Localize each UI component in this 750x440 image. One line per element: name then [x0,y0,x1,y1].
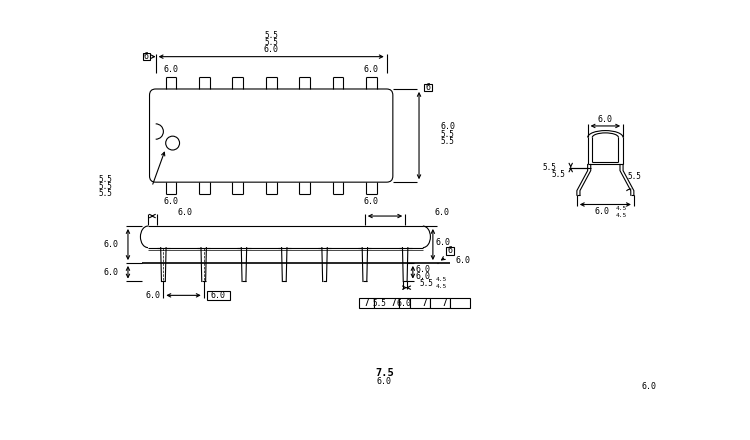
Text: 6.0: 6.0 [164,65,178,74]
Bar [446,247,454,254]
Text: 6.0: 6.0 [440,122,455,131]
Bar [424,84,432,91]
Text: 4.5: 4.5 [436,278,447,282]
Text: 6.0: 6.0 [177,209,192,217]
Bar [359,298,374,308]
Text: 6.0: 6.0 [164,197,178,206]
Text: 5.5: 5.5 [99,189,112,198]
Text: 4.5: 4.5 [616,213,628,218]
Text: 7: 7 [364,298,370,308]
Text: 6: 6 [426,83,430,92]
Bar [374,298,399,308]
Text: 6: 6 [144,52,149,61]
Text: 6.0: 6.0 [376,377,392,386]
Bar [450,298,470,308]
Text: 5.5: 5.5 [542,163,556,172]
Text: 6.0: 6.0 [211,291,226,300]
Text: 5.5: 5.5 [264,31,278,40]
Bar [142,53,150,60]
Text: 7: 7 [442,298,447,308]
Text: 6.0: 6.0 [416,265,431,274]
Text: 6: 6 [447,246,452,255]
Text: 6.0: 6.0 [456,256,471,265]
FancyBboxPatch shape [149,89,393,182]
Text: 7: 7 [422,298,428,308]
Text: 6.0: 6.0 [598,114,613,124]
Text: 5.5: 5.5 [551,170,566,179]
Text: 6.0: 6.0 [416,271,431,281]
Text: 5.5: 5.5 [419,279,433,287]
Text: 5.5: 5.5 [264,38,278,47]
Text: 5.5: 5.5 [440,129,454,139]
Text: 6.0: 6.0 [104,240,118,249]
Text: 4.5: 4.5 [616,206,628,211]
Text: 5.5: 5.5 [99,182,112,191]
Bar [410,298,430,308]
Bar [207,291,230,300]
Text: 6.0: 6.0 [264,45,279,54]
Text: 7: 7 [391,298,397,308]
Text: 6.0: 6.0 [364,65,379,74]
Text: 6.0: 6.0 [145,291,160,300]
Text: 5.5: 5.5 [628,172,641,181]
Text: 5.5: 5.5 [372,299,386,308]
Text: 5.5: 5.5 [440,137,454,146]
Text: 7.5: 7.5 [375,368,394,378]
Text: 6.0: 6.0 [104,268,118,277]
Circle shape [166,136,179,150]
Text: 6.0: 6.0 [397,299,412,308]
Bar [399,298,410,308]
Text: 6.0: 6.0 [434,209,449,217]
Text: 6.0: 6.0 [595,207,610,216]
Text: 6.0: 6.0 [641,382,656,391]
Text: 5.5: 5.5 [99,176,112,184]
Bar [430,298,450,308]
Text: 6.0: 6.0 [364,197,379,206]
Text: 6.0: 6.0 [436,238,451,247]
Text: 4.5: 4.5 [436,284,447,289]
